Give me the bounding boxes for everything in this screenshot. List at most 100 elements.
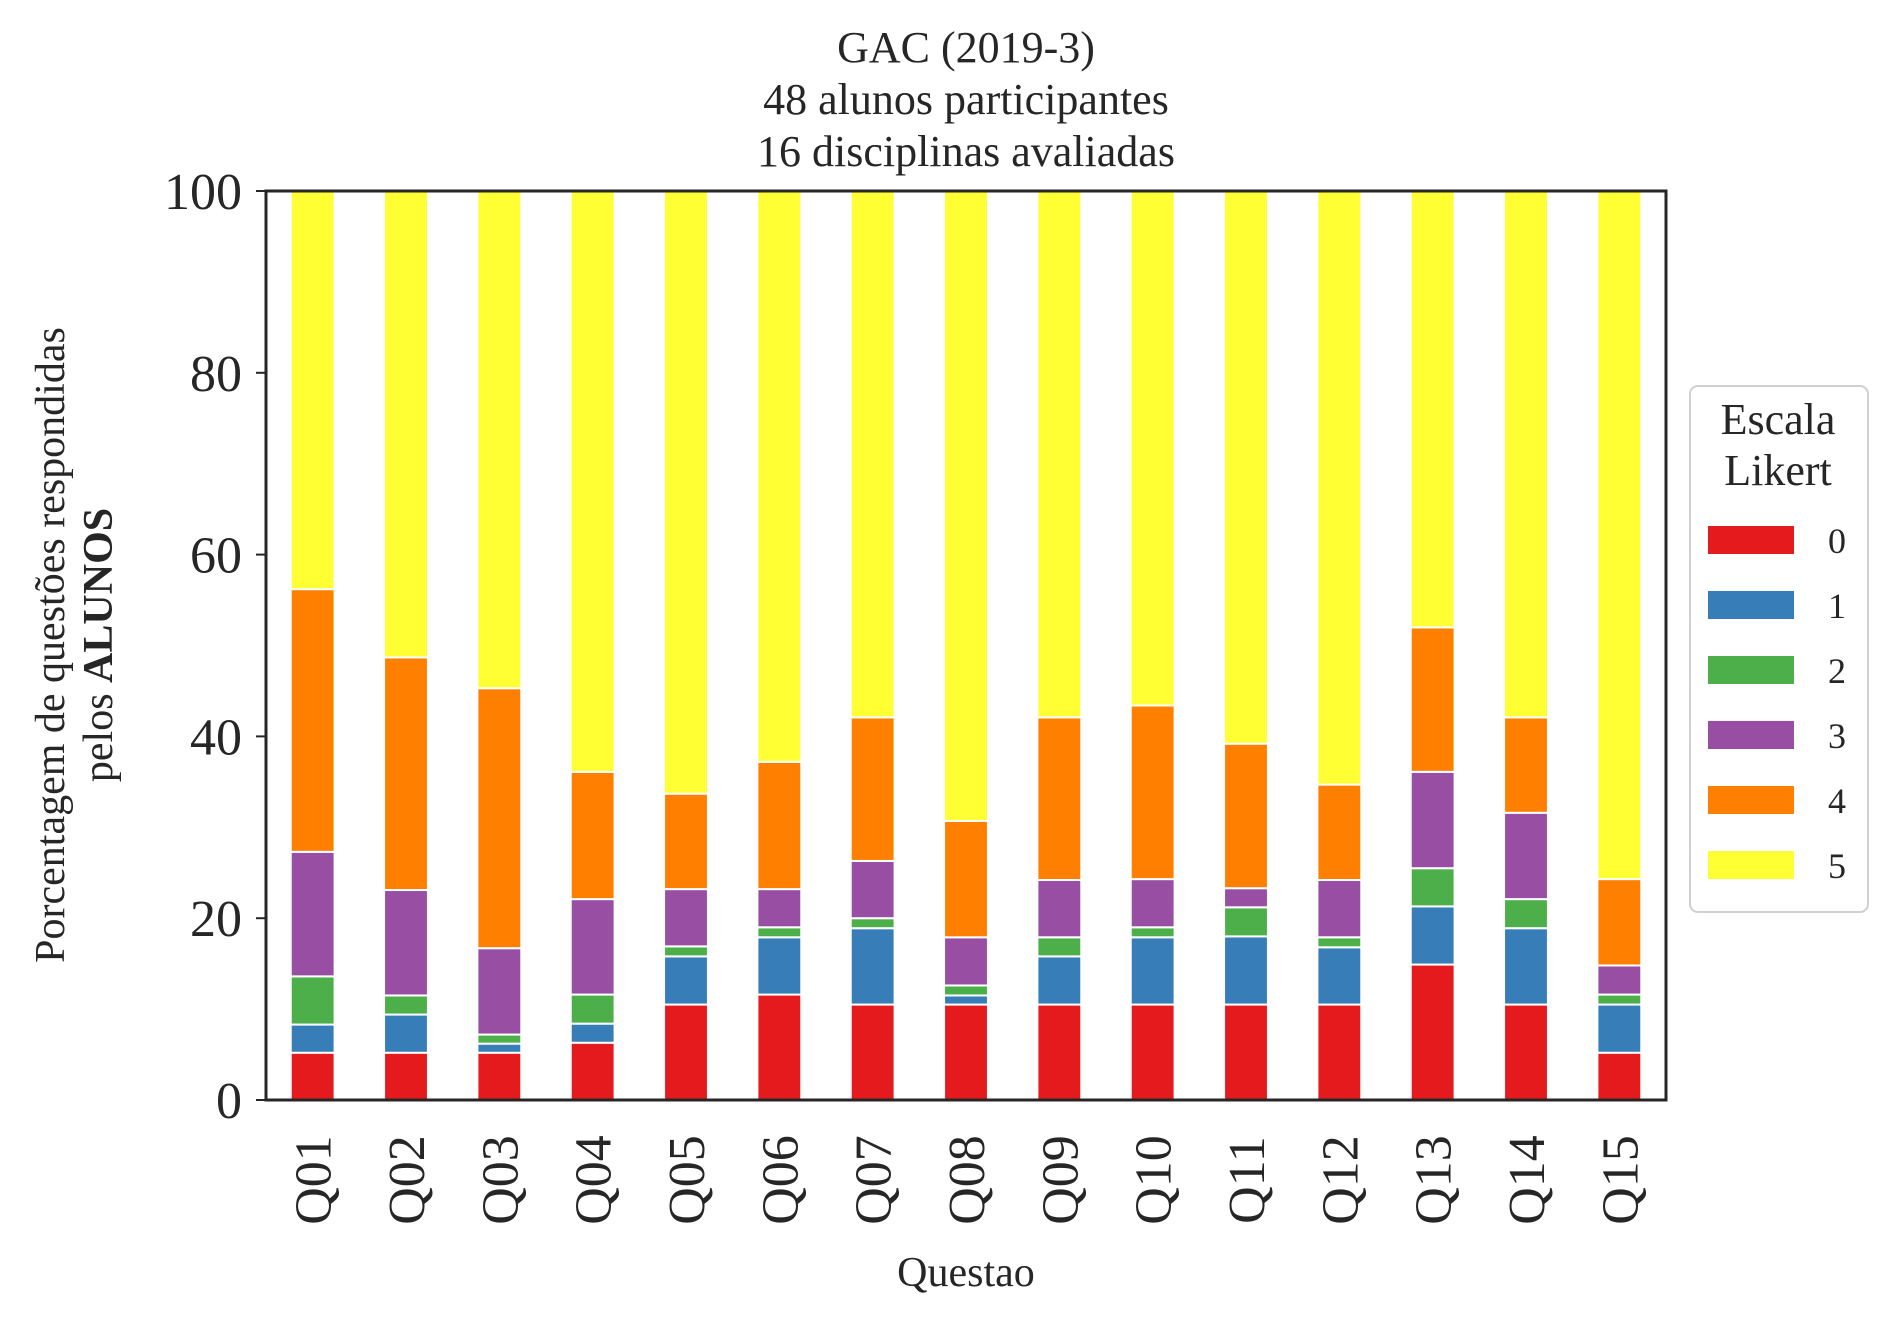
bar-segment-q02-level-0 (383, 1051, 429, 1101)
bar-segment-q02-level-2 (383, 994, 429, 1016)
bar-segment-q13-level-3 (1409, 770, 1456, 870)
bar-segment-q11-level-0 (1223, 1003, 1269, 1101)
bar-segment-q14-level-0 (1503, 1003, 1549, 1101)
bar-segment-q12-level-1 (1316, 946, 1363, 1006)
bar-segment-q02-level-3 (383, 889, 429, 997)
bar-segment-q04-level-5 (569, 190, 616, 773)
bar-segment-q06-level-1 (756, 936, 803, 996)
bar-segment-q09-level-2 (1036, 936, 1083, 958)
bar-segment-q11-level-3 (1223, 887, 1269, 909)
bar-segment-q02-level-4 (383, 656, 429, 892)
bar-segment-q08-level-0 (943, 1003, 989, 1101)
bar-segment-q11-level-4 (1223, 742, 1269, 890)
bar-segment-q11-level-1 (1223, 935, 1269, 1006)
x-tick-label-q05: Q05 (659, 1135, 716, 1225)
x-tick-label-q03: Q03 (472, 1135, 529, 1225)
bar-segment-q07-level-5 (849, 190, 896, 719)
bar-segment-q03-level-3 (476, 947, 523, 1036)
bar-segment-q03-level-1 (476, 1042, 523, 1054)
bar-segment-q13-level-2 (1409, 867, 1456, 908)
y-axis-label-line-1: Porcentagem de questões respondidas (28, 327, 74, 963)
legend-swatch-level-0 (1708, 526, 1794, 554)
bar-segment-q09-level-5 (1036, 190, 1083, 719)
bar-segment-q04-level-4 (569, 770, 616, 901)
bar-segment-q15-level-4 (1596, 878, 1643, 967)
legend-swatch-level-1 (1708, 591, 1794, 619)
bar-segment-q04-level-0 (569, 1041, 616, 1101)
x-tick-label-q14: Q14 (1499, 1135, 1556, 1225)
bar-segment-q05-level-0 (663, 1003, 709, 1101)
legend-swatch-level-5 (1708, 851, 1794, 879)
legend-items: 0 1 2 3 4 5 (1708, 521, 1846, 886)
bar-segment-q05-level-5 (663, 190, 709, 795)
legend-label-level-4: 4 (1828, 781, 1846, 821)
y-axis-label-prefix: pelos (76, 683, 122, 782)
bar-segment-q14-level-2 (1503, 898, 1549, 930)
bar-segment-q07-level-2 (849, 917, 896, 930)
bar-segment-q05-level-2 (663, 945, 709, 958)
bar-segment-q09-level-1 (1036, 955, 1083, 1006)
x-tick-label-q13: Q13 (1406, 1135, 1463, 1225)
bar-segment-q08-level-1 (943, 994, 989, 1006)
bar-segment-q07-level-1 (849, 927, 896, 1006)
bar-segment-q02-level-5 (383, 190, 429, 659)
x-axis-ticks: Q01 Q02 Q03 Q04 Q05 Q06 Q07 Q08 Q09 Q10 Q11 Q12 Q13 Q… (286, 1135, 1650, 1225)
x-tick-label-q09: Q09 (1032, 1135, 1089, 1225)
bar-segment-q08-level-3 (943, 936, 989, 987)
bar-segment-q10-level-3 (1129, 878, 1176, 929)
x-tick-label-q06: Q06 (752, 1135, 809, 1225)
legend-label-level-3: 3 (1828, 716, 1846, 756)
bar-segment-q12-level-3 (1316, 879, 1363, 939)
bar-segment-q04-level-1 (569, 1022, 616, 1044)
x-tick-label-q10: Q10 (1126, 1135, 1183, 1225)
x-tick-label-q11: Q11 (1219, 1136, 1276, 1224)
x-tick-label-q04: Q04 (566, 1135, 623, 1225)
bar-segment-q08-level-5 (943, 190, 989, 822)
bar-segment-q10-level-2 (1129, 926, 1176, 939)
y-tick-label-0: 0 (216, 1073, 242, 1130)
bar-segment-q15-level-2 (1596, 993, 1643, 1006)
bar-segment-q14-level-1 (1503, 927, 1549, 1006)
x-tick-label-q15: Q15 (1592, 1135, 1649, 1225)
x-tick-label-q02: Q02 (379, 1135, 436, 1225)
y-tick-label-40: 40 (190, 709, 242, 766)
bar-segment-q11-level-5 (1223, 190, 1269, 745)
chart-title-line-3: 16 disciplinas avaliadas (757, 127, 1175, 176)
bar-segment-q12-level-2 (1316, 936, 1363, 949)
bar-segment-q06-level-4 (756, 760, 803, 891)
bar-segment-q07-level-4 (849, 716, 896, 862)
y-tick-label-100: 100 (164, 164, 242, 221)
bar-segment-q13-level-4 (1409, 626, 1456, 773)
legend-label-level-1: 1 (1828, 586, 1846, 626)
bar-segment-q09-level-0 (1036, 1003, 1083, 1101)
chart-title-line-1: GAC (2019-3) (837, 23, 1095, 72)
bar-segment-q14-level-3 (1503, 811, 1549, 901)
bar-segment-q08-level-4 (943, 819, 989, 939)
legend-label-level-0: 0 (1828, 521, 1846, 561)
y-axis-label: Porcentagem de questões respondidas pelo… (28, 327, 122, 963)
bar-segment-q04-level-3 (569, 898, 616, 996)
legend-label-level-2: 2 (1828, 651, 1846, 691)
y-axis-ticks: 0 20 40 60 80 100 (164, 164, 266, 1130)
x-tick-label-q07: Q07 (846, 1135, 903, 1225)
bar-segment-q04-level-2 (569, 993, 616, 1025)
legend-swatch-level-2 (1708, 656, 1794, 684)
chart-title-line-2: 48 alunos participantes (763, 75, 1169, 124)
bar-segment-q03-level-5 (476, 190, 523, 690)
bar-segment-q10-level-4 (1129, 704, 1176, 881)
y-tick-label-80: 80 (190, 346, 242, 403)
legend-frame (1689, 385, 1869, 913)
x-tick-label-q01: Q01 (286, 1135, 343, 1225)
y-axis-label-line-2: pelos ALUNOS (76, 508, 122, 782)
bar-segment-q06-level-2 (756, 926, 803, 939)
legend-swatch-level-3 (1708, 721, 1794, 749)
bar-segment-q06-level-3 (756, 888, 803, 929)
bar-segment-q07-level-0 (849, 1003, 896, 1101)
x-axis-label: Questao (897, 1250, 1035, 1296)
bar-segment-q13-level-0 (1409, 963, 1456, 1101)
x-tick-label-q08: Q08 (939, 1135, 996, 1225)
bar-segment-q09-level-4 (1036, 716, 1083, 882)
bar-segment-q05-level-1 (663, 955, 709, 1006)
